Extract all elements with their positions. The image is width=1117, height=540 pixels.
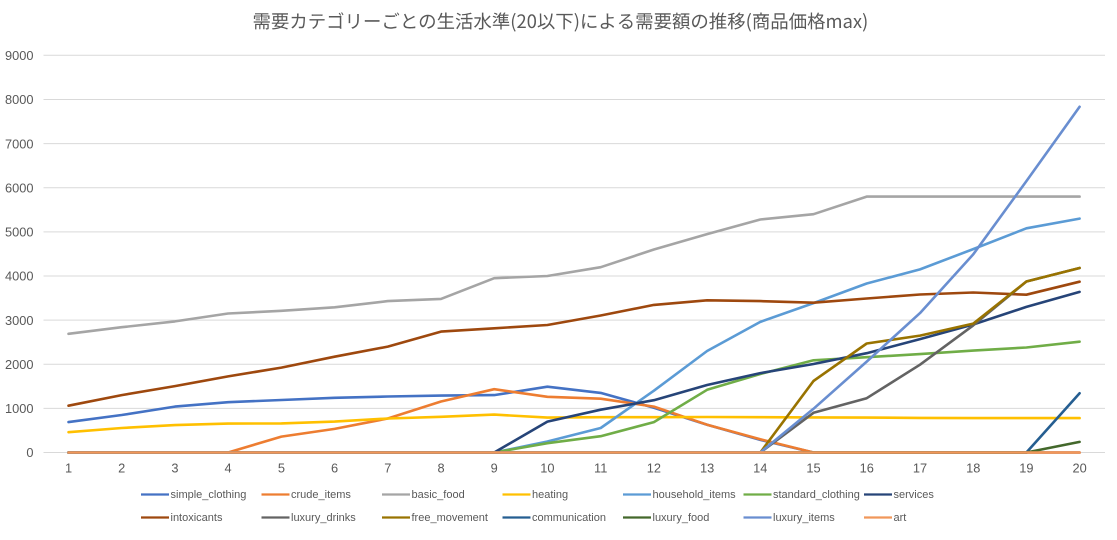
svg-text:9000: 9000 (5, 48, 33, 63)
svg-text:heating: heating (532, 489, 568, 501)
svg-text:17: 17 (913, 461, 927, 476)
svg-text:1: 1 (65, 461, 72, 476)
svg-text:standard_clothing: standard_clothing (773, 489, 860, 501)
svg-text:4000: 4000 (5, 269, 33, 284)
svg-text:13: 13 (700, 461, 714, 476)
svg-text:6: 6 (331, 461, 338, 476)
svg-text:18: 18 (966, 461, 980, 476)
svg-text:8000: 8000 (5, 92, 33, 107)
svg-text:7000: 7000 (5, 136, 33, 151)
svg-text:14: 14 (753, 461, 767, 476)
svg-text:art: art (894, 512, 907, 524)
svg-text:services: services (894, 489, 935, 501)
svg-text:4: 4 (225, 461, 232, 476)
svg-text:1000: 1000 (5, 401, 33, 416)
svg-text:0: 0 (26, 445, 33, 460)
svg-text:household_items: household_items (653, 489, 737, 501)
svg-text:19: 19 (1019, 461, 1033, 476)
svg-text:5000: 5000 (5, 225, 33, 240)
svg-text:16: 16 (860, 461, 874, 476)
svg-text:luxury_food: luxury_food (653, 512, 710, 524)
svg-text:15: 15 (806, 461, 820, 476)
svg-text:10: 10 (540, 461, 554, 476)
svg-text:3000: 3000 (5, 313, 33, 328)
svg-text:8: 8 (437, 461, 444, 476)
svg-text:2: 2 (118, 461, 125, 476)
svg-text:simple_clothing: simple_clothing (171, 489, 247, 501)
svg-text:20: 20 (1072, 461, 1086, 476)
svg-text:5: 5 (278, 461, 285, 476)
svg-text:luxury_drinks: luxury_drinks (291, 512, 356, 524)
svg-text:12: 12 (647, 461, 661, 476)
svg-text:crude_items: crude_items (291, 489, 351, 501)
svg-text:11: 11 (594, 461, 607, 476)
svg-text:3: 3 (171, 461, 178, 476)
svg-text:luxury_items: luxury_items (773, 512, 835, 524)
svg-text:communication: communication (532, 512, 606, 524)
svg-text:2000: 2000 (5, 357, 33, 372)
svg-text:basic_food: basic_food (412, 489, 465, 501)
svg-text:free_movement: free_movement (412, 512, 488, 524)
svg-text:9: 9 (491, 461, 498, 476)
svg-text:6000: 6000 (5, 180, 33, 195)
svg-text:intoxicants: intoxicants (171, 512, 223, 524)
svg-text:7: 7 (384, 461, 391, 476)
